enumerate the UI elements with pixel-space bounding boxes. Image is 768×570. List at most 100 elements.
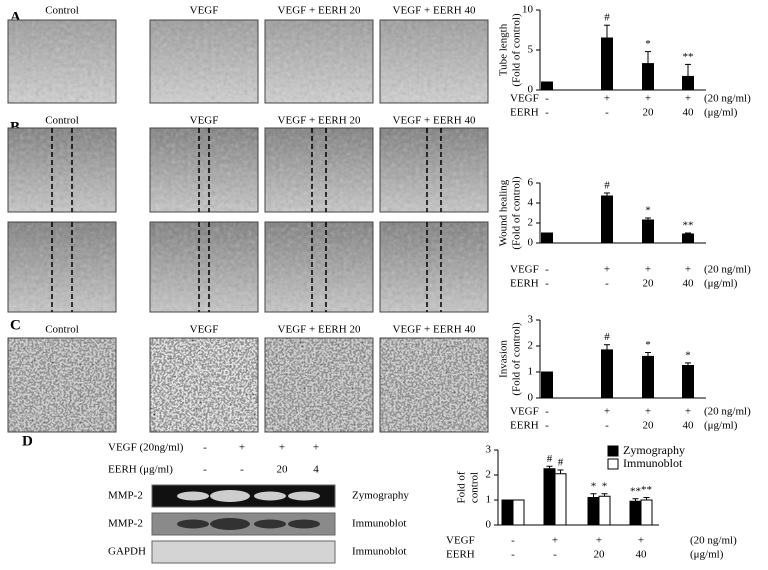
micrograph-texture [8, 20, 116, 103]
bar [554, 473, 567, 526]
condition-value: - [605, 278, 609, 290]
image-caption: VEGF + EERH 20 [278, 5, 361, 17]
bar [541, 232, 553, 244]
condition-unit: (20 ng/ml) [704, 264, 751, 276]
image-border [149, 221, 259, 313]
y-axis-label: control [469, 472, 481, 503]
blot-method: Zymography [352, 490, 409, 502]
condition-unit: (20 ng/ml) [690, 535, 737, 547]
bar [587, 497, 600, 526]
condition-label: VEGF [510, 264, 539, 276]
condition-value: - [545, 406, 549, 418]
y-axis-label: Wound healing [498, 179, 510, 246]
treatment-value: - [203, 442, 207, 454]
treatment-value: 20 [277, 464, 289, 476]
condition-unit: (20 ng/ml) [704, 93, 751, 105]
image-caption: VEGF + EERH 40 [393, 115, 476, 127]
image-border [149, 127, 259, 213]
treatment-label: EERH (μg/ml) [108, 464, 173, 476]
blot-band [254, 519, 286, 529]
y-tick-label: 6 [528, 177, 534, 189]
bar [601, 349, 613, 399]
legend-label: Zymography [623, 443, 685, 457]
y-axis-label: Fold of [456, 471, 468, 503]
condition-unit: (μg/ml) [704, 278, 738, 290]
blot-band [288, 519, 320, 529]
y-tick-label: 1 [528, 366, 534, 378]
image-caption: VEGF + EERH 20 [278, 324, 361, 336]
micrograph-texture [8, 222, 116, 312]
image-caption: Control [45, 324, 79, 336]
image-border [264, 127, 374, 213]
condition-value: + [638, 535, 644, 547]
bar [601, 195, 613, 244]
bar [512, 499, 525, 526]
significance: ** [683, 51, 694, 63]
image-caption: Control [45, 5, 79, 17]
y-tick-label: 0 [486, 519, 492, 531]
treatment-value: - [240, 464, 244, 476]
y-axis-label: (Fold of control) [511, 322, 523, 396]
blot [151, 540, 336, 564]
y-axis-label: Tube length [498, 23, 510, 76]
condition-unit: (μg/ml) [690, 549, 724, 561]
condition-value: + [604, 264, 610, 276]
micrograph-texture [8, 128, 116, 212]
micrograph-texture [380, 338, 488, 432]
bar [541, 81, 553, 91]
bar [640, 499, 653, 526]
image-caption: VEGF + EERH 40 [393, 324, 476, 336]
significance: * [685, 349, 691, 361]
condition-value: - [605, 107, 609, 119]
treatment-label: VEGF (20ng/ml) [108, 442, 184, 454]
blot-band [254, 491, 286, 501]
condition-value: - [511, 549, 515, 561]
blot-method: Immunoblot [352, 518, 406, 530]
blot-band [288, 491, 320, 501]
significance: * [645, 339, 651, 351]
significance: # [604, 331, 610, 343]
bar [541, 371, 553, 399]
legend-label: Immunoblot [623, 456, 683, 470]
condition-value: + [596, 535, 602, 547]
condition-value: 40 [683, 278, 695, 290]
condition-value: 20 [594, 549, 606, 561]
bar [598, 495, 611, 526]
y-tick-label: 0 [528, 84, 534, 96]
micrograph-texture [150, 222, 258, 312]
significance: ** [641, 484, 652, 496]
condition-value: + [645, 93, 651, 105]
legend-swatch [607, 445, 619, 457]
legend-swatch [607, 458, 619, 470]
panel-label: C [10, 317, 21, 333]
y-tick-label: 2 [528, 340, 534, 352]
image-caption: VEGF + EERH 20 [278, 115, 361, 127]
image-border [7, 19, 117, 104]
bar [642, 63, 654, 91]
micrograph-texture [265, 338, 373, 432]
micrograph-texture [380, 222, 488, 312]
condition-value: - [553, 549, 557, 561]
image-border [379, 337, 489, 433]
y-tick-label: 0 [528, 237, 534, 249]
significance: # [547, 453, 553, 465]
significance: * [645, 205, 651, 217]
significance: # [558, 457, 564, 469]
y-tick-label: 2 [528, 217, 534, 229]
panel-label: B [10, 119, 20, 135]
image-border [379, 221, 489, 313]
treatment-value: + [279, 442, 285, 454]
significance: ** [630, 485, 641, 497]
treatment-value: + [313, 442, 319, 454]
condition-value: + [604, 93, 610, 105]
condition-label: VEGF [510, 93, 539, 105]
bar [682, 233, 694, 244]
significance: * [645, 38, 651, 50]
significance: ** [683, 220, 694, 232]
y-tick-label: 3 [528, 314, 534, 326]
image-border [379, 19, 489, 104]
condition-unit: (20 ng/ml) [704, 406, 751, 418]
condition-label: VEGF [510, 406, 539, 418]
condition-label: EERH [446, 549, 475, 561]
